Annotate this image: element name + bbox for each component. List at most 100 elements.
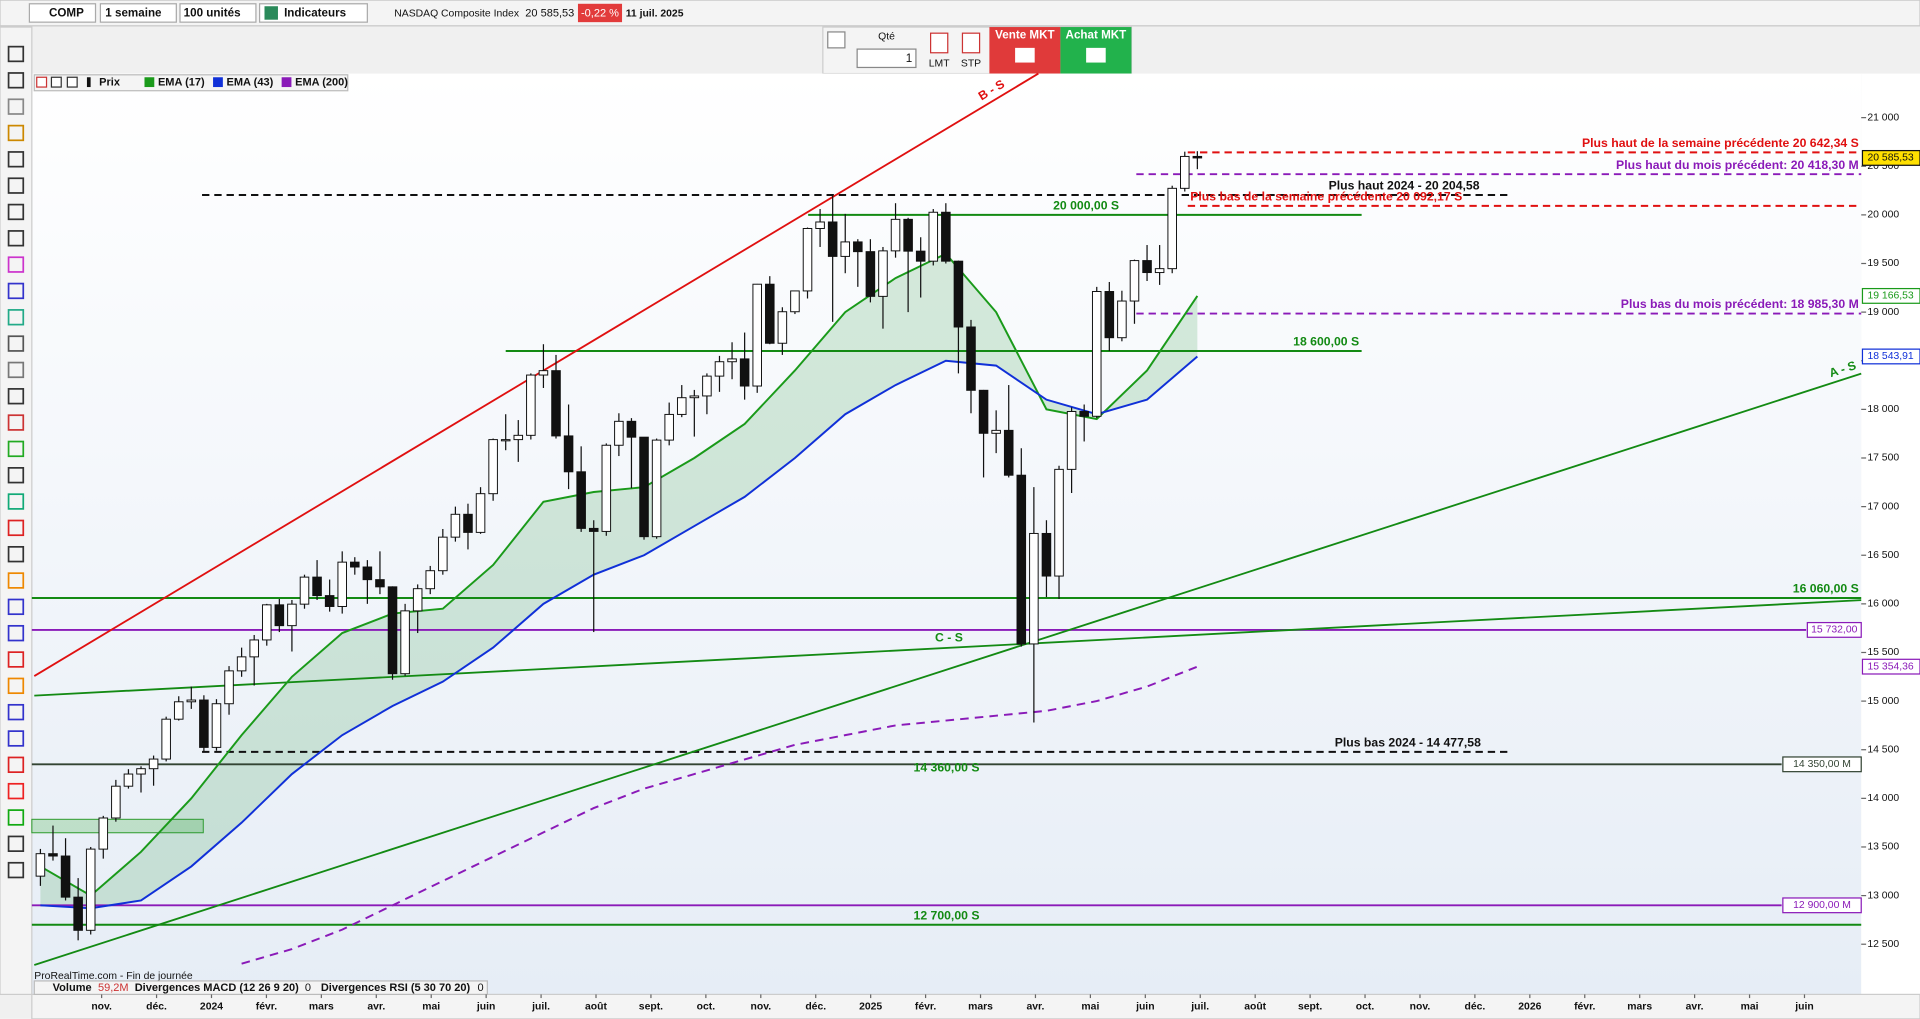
candle-body — [362, 566, 373, 581]
candle-body — [1129, 260, 1140, 302]
tool-icon[interactable] — [7, 309, 25, 326]
ema-line — [40, 355, 1198, 910]
qty-input[interactable] — [856, 48, 917, 69]
x-tick-label: mai — [1081, 1001, 1099, 1012]
y-tick-label: 15 500 — [1867, 647, 1899, 658]
candle-body — [878, 250, 888, 297]
tool-icon[interactable] — [7, 230, 25, 247]
level-label: 15 732,00 — [1811, 625, 1857, 636]
tool-icon[interactable] — [7, 256, 25, 273]
tool-icon[interactable] — [7, 809, 25, 826]
level-label: 18 600,00 S — [1293, 335, 1359, 349]
sell: Vente MKT — [995, 29, 1054, 42]
legend-icon[interactable] — [66, 76, 78, 88]
trend-line — [34, 372, 1862, 966]
price-tag-label: 18 543,91 — [1867, 351, 1913, 362]
candle-body — [752, 283, 762, 387]
tool-icon[interactable] — [7, 756, 25, 774]
rsi: Divergences RSI (5 30 70 20) — [321, 982, 471, 994]
price-tag — [1861, 348, 1920, 365]
candle-body — [765, 283, 775, 344]
candle-body — [941, 211, 951, 262]
level-label: 16 060,00 S — [1793, 582, 1859, 596]
tool-icon[interactable] — [7, 624, 25, 642]
candle-body — [98, 817, 109, 850]
candle-body — [500, 439, 511, 442]
symbol-box[interactable] — [28, 3, 97, 23]
tool-icon[interactable] — [7, 493, 25, 510]
tool-icon[interactable] — [7, 835, 25, 852]
settings-button[interactable] — [827, 31, 846, 49]
tool-icon[interactable] — [7, 151, 25, 168]
x-tick-label: 2024 — [200, 1001, 223, 1012]
buy: Achat MKT — [1066, 29, 1127, 42]
symbol: COMP — [49, 7, 84, 20]
legend-icon[interactable] — [50, 76, 62, 88]
candle-body — [739, 358, 750, 387]
units-box[interactable] — [179, 3, 257, 23]
y-tick-label: 13 500 — [1867, 842, 1899, 853]
candle-body — [1079, 411, 1089, 417]
tool-icon[interactable] — [7, 861, 25, 879]
stp-icon[interactable] — [961, 32, 981, 54]
candle-body — [60, 855, 71, 898]
change: -0,22 % — [581, 7, 619, 19]
level-label: 12 900,00 M — [1793, 900, 1851, 911]
tool-icon[interactable] — [7, 572, 25, 589]
legend-swatch — [281, 77, 292, 88]
tool-icon[interactable] — [7, 467, 25, 484]
candle-body — [614, 420, 624, 446]
period-box[interactable] — [99, 3, 177, 23]
tool-icon[interactable] — [7, 203, 25, 221]
candle-body — [1003, 429, 1014, 476]
indicators: Indicateurs — [284, 7, 346, 20]
candle-body — [261, 604, 272, 641]
tool-icon[interactable] — [7, 651, 25, 668]
tool-icon[interactable] — [7, 72, 25, 89]
y-tick-label: 14 500 — [1867, 744, 1899, 755]
tool-icon[interactable] — [7, 677, 25, 695]
level-label: 14 360,00 S — [914, 760, 980, 774]
lmt-icon[interactable] — [930, 32, 949, 54]
legend-price: Prix — [99, 77, 121, 89]
candle-body — [840, 241, 851, 257]
tool-icon[interactable] — [7, 730, 25, 747]
tool-icon[interactable] — [7, 598, 25, 616]
x-tick-label: avr. — [1026, 1001, 1044, 1012]
candle-body — [1041, 532, 1052, 577]
price-tag — [1861, 287, 1920, 304]
legend-label: EMA (200) — [295, 77, 348, 89]
rsi-value: 0 — [478, 982, 484, 994]
trend-line — [33, 72, 1039, 677]
tool-icon[interactable] — [7, 177, 25, 194]
period: 1 semaine — [105, 7, 162, 20]
tool-icon[interactable] — [7, 782, 25, 800]
level-label: Plus haut 2024 - 20 204,58 — [1329, 179, 1480, 193]
qty: 1 — [906, 52, 912, 65]
tool-icon[interactable] — [7, 414, 25, 431]
tool-icon[interactable] — [7, 361, 25, 379]
tool-icon[interactable] — [7, 440, 25, 458]
candle-body — [639, 436, 649, 538]
tool-icon[interactable] — [7, 703, 25, 721]
tool-icon[interactable] — [7, 388, 25, 405]
candle-body — [1016, 474, 1027, 645]
tool-icon[interactable] — [7, 335, 25, 352]
candle-body — [173, 701, 184, 720]
tool-icon[interactable] — [7, 124, 25, 142]
level-label: Plus haut de la semaine précédente 20 64… — [1582, 136, 1859, 150]
candle-body — [865, 251, 876, 297]
tool-icon[interactable] — [7, 282, 25, 300]
tool-icon[interactable] — [7, 545, 25, 563]
y-tick-label: 19 000 — [1867, 307, 1899, 318]
candle-body — [111, 785, 121, 819]
legend-icon[interactable] — [36, 76, 48, 88]
candle-body — [224, 670, 234, 705]
tool-icon[interactable] — [7, 98, 25, 115]
candle-body — [274, 604, 285, 627]
tool-icon[interactable] — [7, 45, 25, 63]
date: 11 juil. 2025 — [626, 8, 684, 19]
tool-icon[interactable] — [7, 519, 25, 537]
indicators-box[interactable] — [258, 3, 368, 23]
